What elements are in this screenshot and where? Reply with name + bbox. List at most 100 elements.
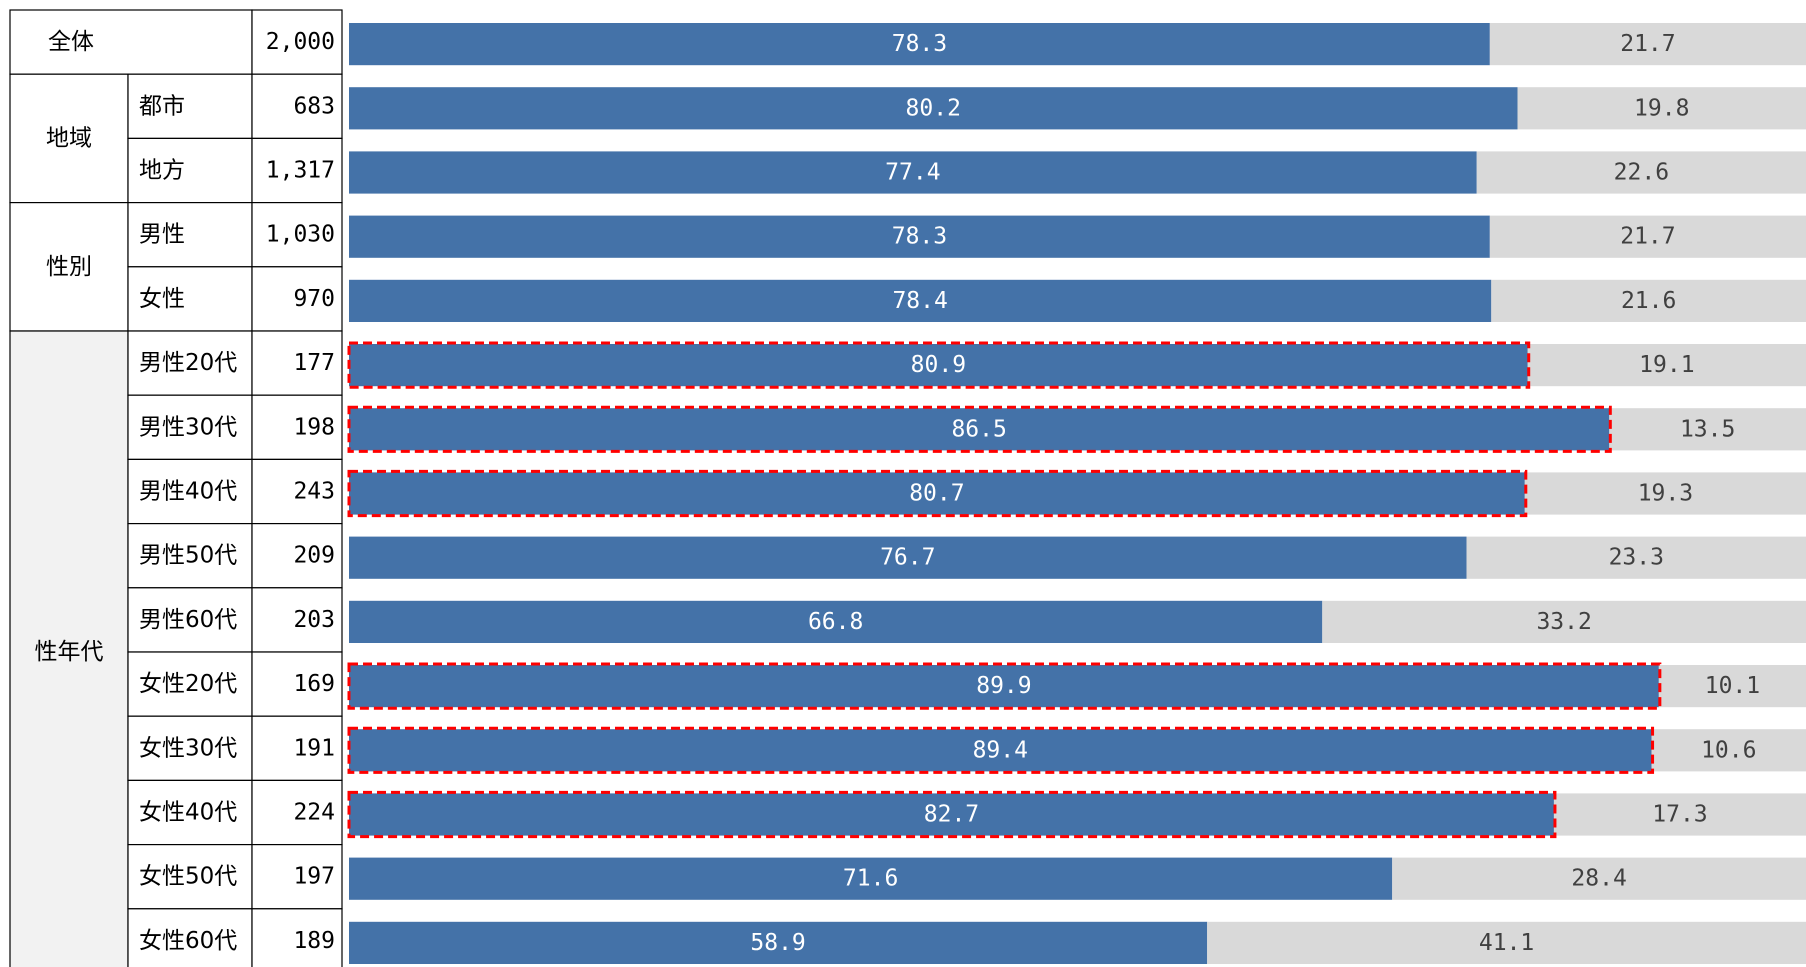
bar-primary: [349, 23, 1490, 66]
bar-primary-label: 78.3: [892, 31, 947, 57]
row-label: 女性30代: [139, 735, 237, 761]
bar-primary-label: 76.7: [880, 545, 935, 571]
row-n-value: 209: [293, 543, 335, 569]
row-label-cell: [127, 394, 253, 461]
row-n-cell: [251, 73, 343, 139]
row-label-cell: [127, 651, 253, 717]
bar-primary-label: 78.3: [892, 224, 947, 250]
bar-primary-label: 89.4: [973, 737, 1028, 763]
row-label-cell: [127, 330, 253, 396]
bar-secondary: [1466, 536, 1806, 579]
bar-primary: [349, 665, 1659, 708]
row-n-value: 970: [293, 286, 335, 312]
row-n-cell: [251, 843, 343, 910]
bar-secondary: [1658, 665, 1806, 708]
row-label: 男性50代: [139, 543, 237, 569]
bar-secondary-label: 21.6: [1621, 288, 1676, 314]
row-label: 男性40代: [139, 479, 237, 505]
bar-primary-label: 82.7: [924, 802, 979, 828]
row-label: 女性20代: [139, 671, 237, 697]
group-label: 性年代: [35, 639, 104, 665]
bar-secondary: [1651, 729, 1806, 772]
bar-primary-label: 78.4: [892, 288, 947, 314]
bar-secondary: [1392, 857, 1806, 900]
bar-secondary: [1517, 87, 1806, 130]
row-n-cell: [251, 266, 343, 332]
row-n-cell: [251, 651, 343, 717]
group-cell: [9, 73, 129, 204]
bar-secondary-label: 19.1: [1639, 352, 1694, 378]
bar-primary: [349, 536, 1467, 579]
bar-secondary: [1609, 408, 1806, 451]
row-n-value: 177: [293, 350, 335, 376]
bar-secondary-label: 23.3: [1609, 545, 1664, 571]
row-n-value: 191: [293, 735, 335, 761]
bar-secondary: [1489, 23, 1806, 66]
row-n-cell: [251, 522, 343, 589]
bar-primary: [349, 921, 1208, 964]
bar-primary-label: 89.9: [976, 673, 1031, 699]
bar-primary-label: 66.8: [808, 609, 863, 635]
row-label: 地方: [139, 158, 185, 184]
bar-primary-label: 58.9: [750, 930, 805, 956]
bar-secondary: [1491, 279, 1806, 322]
row-n-value: 203: [293, 607, 335, 633]
highlight-outline: [347, 469, 1528, 518]
bar-secondary: [1524, 472, 1806, 515]
highlight-outline: [347, 662, 1662, 710]
row-n-cell: [251, 458, 343, 525]
bar-secondary-label: 28.4: [1571, 866, 1626, 892]
bar-secondary: [1322, 600, 1806, 643]
bar-primary: [349, 857, 1393, 900]
row-n-cell: [251, 394, 343, 461]
row-n-cell: [251, 779, 343, 846]
bar-secondary-label: 13.5: [1680, 416, 1735, 442]
row-n-value: 198: [293, 414, 335, 440]
row-n-cell: [251, 908, 343, 967]
row-label-cell: [127, 715, 253, 782]
bar-secondary: [1527, 344, 1806, 387]
highlight-outline: [347, 726, 1655, 774]
bar-primary-label: 77.4: [885, 160, 940, 186]
row-label-cell: [127, 73, 253, 139]
row-label: 女性40代: [139, 800, 237, 826]
bar-secondary-label: 10.6: [1701, 737, 1756, 763]
row-label: 男性20代: [139, 350, 237, 376]
row-n-cell: [251, 715, 343, 782]
row-label: 女性: [139, 286, 185, 312]
highlight-outline: [347, 790, 1557, 839]
row-n-value: 189: [293, 928, 335, 954]
row-n-value: 243: [293, 479, 335, 505]
bar-secondary-label: 33.2: [1536, 609, 1591, 635]
row-n-value: 224: [293, 800, 335, 826]
group-cell: [9, 330, 129, 967]
row-n-cell: [251, 137, 343, 204]
bar-primary: [349, 472, 1525, 515]
row-label-cell: [127, 202, 253, 268]
bar-primary: [349, 151, 1477, 194]
group-label: 性別: [46, 254, 92, 280]
row-label-cell: [127, 908, 253, 967]
row-label: 女性50代: [139, 864, 237, 890]
row-label-cell: [127, 587, 253, 653]
row-label: 女性60代: [139, 928, 237, 954]
row-label: 男性: [139, 222, 185, 248]
row-n-cell: [251, 9, 343, 75]
row-label-cell: [127, 266, 253, 332]
bar-secondary-label: 10.1: [1705, 673, 1760, 699]
row-label-cell: [127, 843, 253, 910]
highlight-outline: [347, 405, 1612, 453]
row-n-value: 169: [293, 671, 335, 697]
bar-primary: [349, 729, 1652, 772]
bar-secondary: [1476, 151, 1806, 194]
row-n-value: 1,030: [266, 222, 335, 248]
bar-primary: [349, 279, 1492, 322]
bar-primary: [349, 215, 1490, 258]
row-n-value: 2,000: [266, 29, 335, 55]
bar-secondary-label: 22.6: [1614, 160, 1669, 186]
bar-secondary-label: 41.1: [1479, 930, 1534, 956]
bar-primary: [349, 408, 1610, 451]
bar-primary: [349, 344, 1528, 387]
bar-secondary-label: 21.7: [1620, 224, 1675, 250]
